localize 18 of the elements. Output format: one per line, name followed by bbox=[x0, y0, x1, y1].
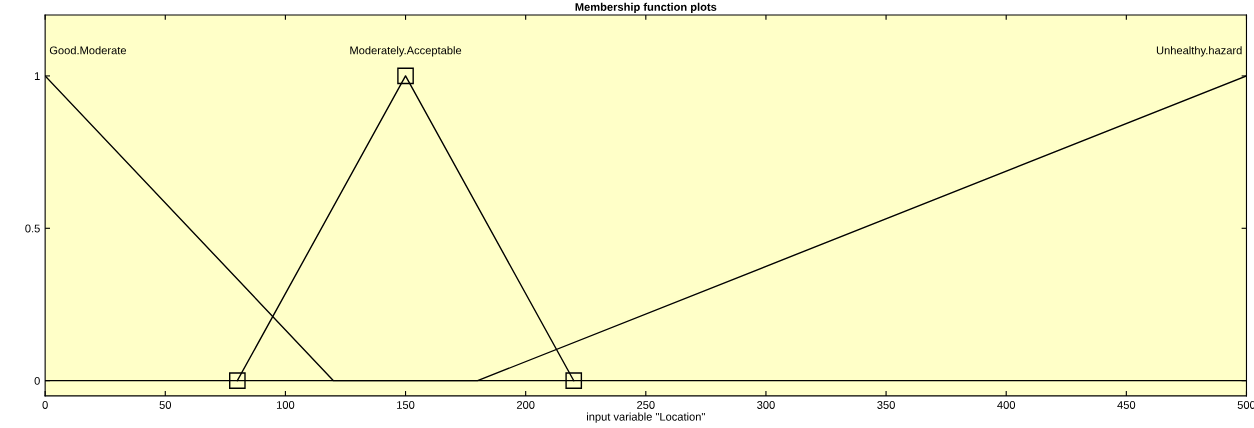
series-label: Moderately.Acceptable bbox=[350, 46, 462, 57]
x-tick-label: 50 bbox=[159, 401, 172, 409]
x-tick-label: 300 bbox=[757, 401, 775, 409]
y-tick-label: 0.5 bbox=[25, 224, 40, 233]
x-axis-title: input variable "Location" bbox=[587, 412, 705, 423]
x-tick-label: 250 bbox=[637, 401, 655, 409]
x-tick-label: 150 bbox=[397, 401, 415, 409]
chart-title: Membership function plots bbox=[575, 2, 717, 14]
x-tick-label: 100 bbox=[276, 401, 295, 409]
series-label: Unhealthy.hazard bbox=[1156, 46, 1242, 57]
x-tick-label: 400 bbox=[997, 401, 1016, 409]
x-tick-label: 450 bbox=[1117, 401, 1136, 409]
x-tick-label: 200 bbox=[516, 401, 535, 409]
x-tick-label: 0 bbox=[42, 401, 48, 409]
series-label: Good.Moderate bbox=[49, 46, 127, 55]
x-tick-label: 350 bbox=[877, 401, 895, 409]
y-tick-label: 1 bbox=[34, 72, 40, 80]
y-tick-label: 0 bbox=[34, 376, 40, 385]
